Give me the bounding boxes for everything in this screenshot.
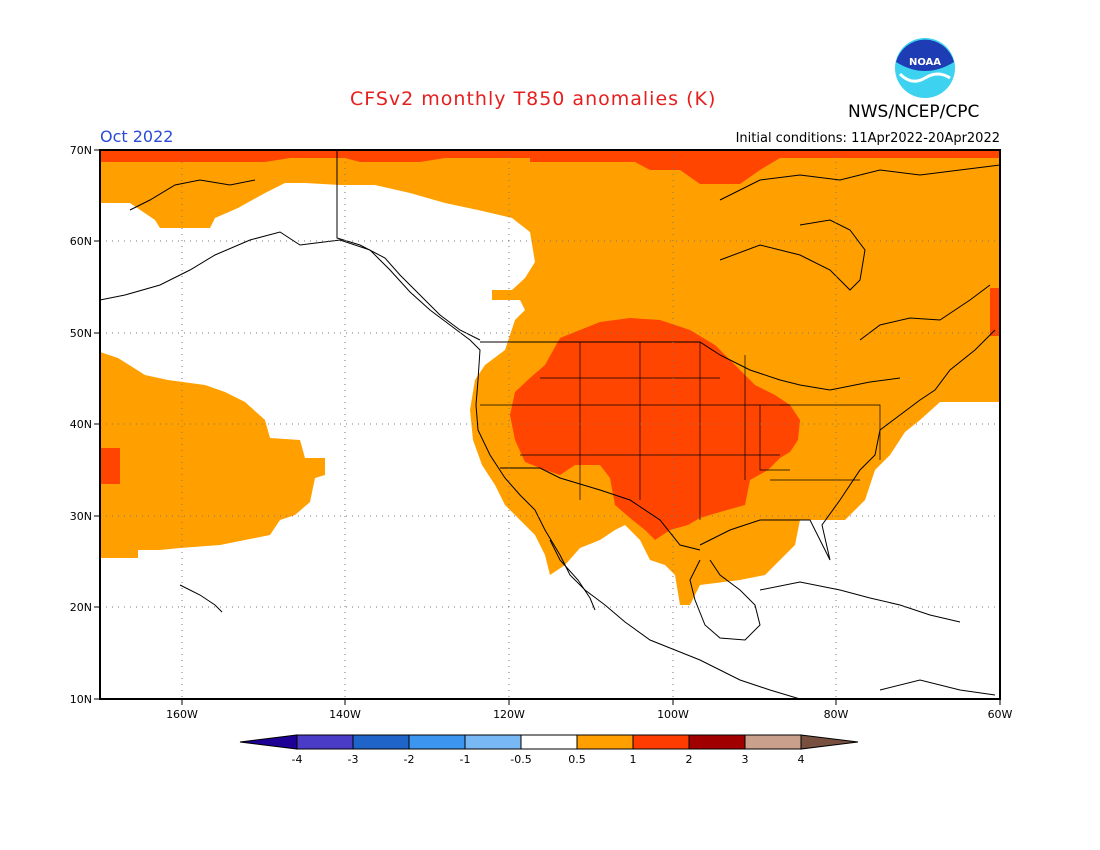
legend-tick-label: 4 (798, 753, 805, 766)
legend-swatch (296, 734, 354, 750)
anomaly-region-red-central (510, 318, 800, 540)
lat-label-30n: 30N (70, 510, 92, 523)
lon-label-140w: 140W (329, 708, 361, 721)
valid-month-label: Oct 2022 (100, 127, 174, 146)
legend-swatch (576, 734, 634, 750)
lat-label-70n: 70N (70, 144, 92, 157)
legend-arrow-high (800, 734, 859, 750)
lat-lon-grid (100, 150, 1000, 699)
anomaly-fields (100, 150, 1000, 605)
legend-tick-label: 1 (630, 753, 637, 766)
lat-label-20n: 20N (70, 601, 92, 614)
legend-tick-label: 3 (742, 753, 749, 766)
legend-swatch (744, 734, 802, 750)
legend-tick-label: -0.5 (510, 753, 531, 766)
state-borders (480, 342, 881, 520)
legend-swatch (632, 734, 690, 750)
legend-swatch (688, 734, 746, 750)
anomaly-region-red-pacific (100, 448, 120, 484)
legend-tick-label: -3 (348, 753, 359, 766)
agency-label: NWS/NCEP/CPC (848, 102, 980, 122)
noaa-logo: NOAA (895, 38, 955, 98)
lon-label-100w: 100W (657, 708, 689, 721)
legend-swatch (408, 734, 466, 750)
legend-swatch (520, 734, 578, 750)
legend-arrow-low (239, 734, 298, 750)
map-title: CFSv2 monthly T850 anomalies (K) (350, 88, 717, 110)
lat-label-50n: 50N (70, 327, 92, 340)
legend-tick-label: -1 (460, 753, 471, 766)
legend-swatch (352, 734, 410, 750)
legend-tick-label: -2 (404, 753, 415, 766)
color-legend: -4 -3 -2 -1 -0.5 0.5 1 2 3 4 (239, 734, 859, 766)
anomaly-region-red-eastcoast (990, 288, 1000, 336)
lon-label-120w: 120W (493, 708, 525, 721)
initial-conditions-label: Initial conditions: 11Apr2022-20Apr2022 (735, 131, 1000, 146)
logo-text: NOAA (909, 57, 941, 68)
anomaly-region-orange-pacific (100, 352, 325, 558)
lon-label-80w: 80W (824, 708, 849, 721)
legend-tick-label: 2 (686, 753, 693, 766)
lat-label-40n: 40N (70, 418, 92, 431)
coastlines (99, 164, 1001, 700)
lon-label-160w: 160W (166, 708, 198, 721)
anomaly-region-red-arctic (100, 150, 1000, 184)
lat-label-60n: 60N (70, 235, 92, 248)
lat-label-10n: 10N (70, 693, 92, 706)
legend-tick-label: 0.5 (568, 753, 586, 766)
axis-ticks (94, 149, 1001, 705)
legend-tick-label: -4 (292, 753, 303, 766)
legend-swatch (464, 734, 522, 750)
lon-label-60w: 60W (988, 708, 1013, 721)
